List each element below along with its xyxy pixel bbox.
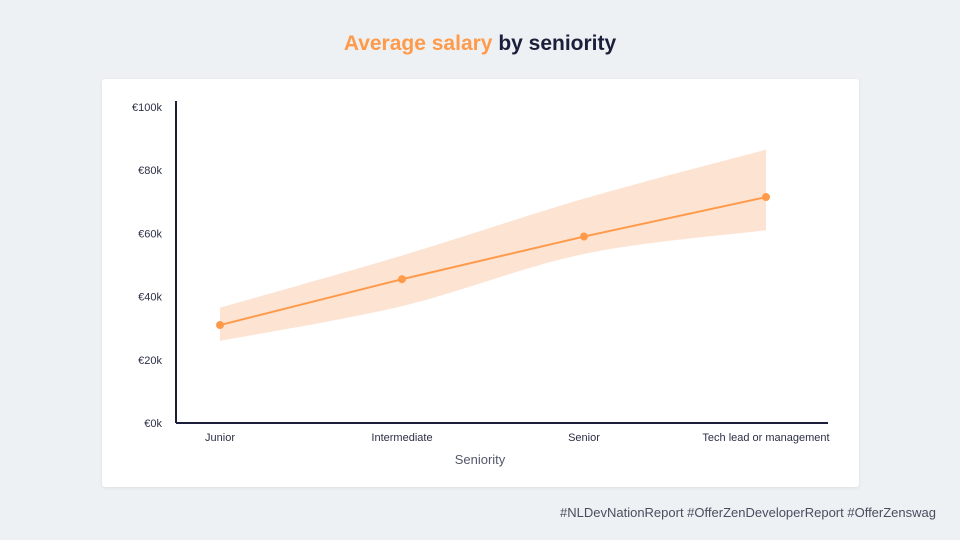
tick-layer: €0k €20k €40k €60k €80k €100k Junior Intermedia… <box>132 102 830 444</box>
chart-title-rest: by seniority <box>492 32 617 55</box>
average-salary-line <box>219 196 767 327</box>
chart-title: Average salary by seniority <box>0 32 960 56</box>
data-point-3 <box>762 193 770 202</box>
data-point-0 <box>216 321 224 330</box>
x-tick-label: Tech lead or management <box>702 432 829 444</box>
y-tick-label: €100k <box>132 102 162 114</box>
x-axis-title: Seniority <box>455 452 506 467</box>
line-layer <box>216 193 770 330</box>
x-tick-label: Junior <box>205 432 235 444</box>
salary-range-band <box>220 149 766 341</box>
x-tick-label: Intermediate <box>371 432 432 444</box>
range-band-layer <box>220 149 766 341</box>
footer-hashtags: #NLDevNationReport #OfferZenDeveloperRep… <box>560 505 936 520</box>
y-tick-label: €20k <box>138 355 162 367</box>
y-tick-label: €60k <box>138 228 162 240</box>
axes-layer <box>175 101 828 424</box>
data-point-1 <box>398 275 406 284</box>
y-tick-label: €80k <box>138 165 162 177</box>
x-tick-label: Senior <box>568 432 600 444</box>
chart-card: €0k €20k €40k €60k €80k €100k Junior Intermedia… <box>102 79 859 487</box>
data-point-2 <box>580 232 588 241</box>
y-tick-label: €40k <box>138 292 162 304</box>
chart-title-accent: Average salary <box>343 32 493 55</box>
salary-chart: €0k €20k €40k €60k €80k €100k Junior Intermedia… <box>132 101 830 467</box>
y-tick-label: €0k <box>144 418 162 430</box>
